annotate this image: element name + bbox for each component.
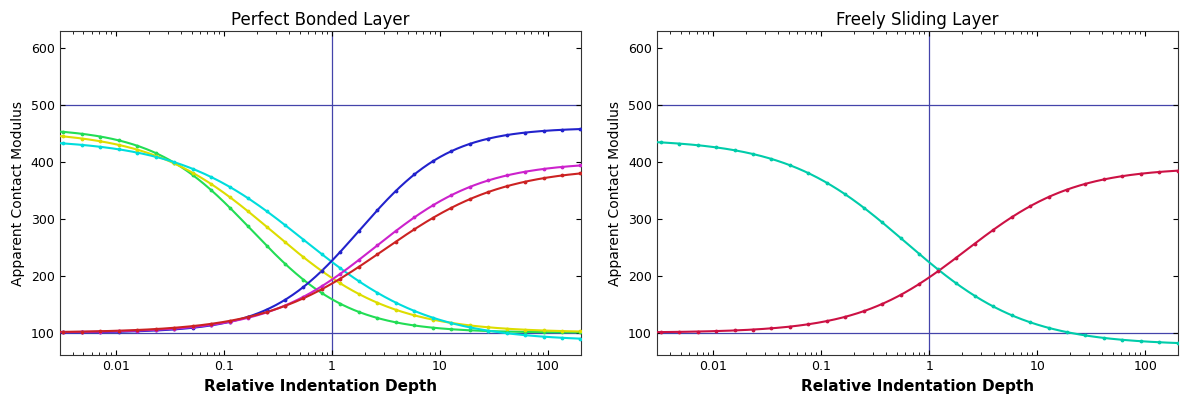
Title: Freely Sliding Layer: Freely Sliding Layer <box>836 11 999 29</box>
X-axis label: Relative Indentation Depth: Relative Indentation Depth <box>800 379 1034 394</box>
Y-axis label: Apparent Contact Modulus: Apparent Contact Modulus <box>11 100 25 286</box>
X-axis label: Relative Indentation Depth: Relative Indentation Depth <box>203 379 436 394</box>
Title: Perfect Bonded Layer: Perfect Bonded Layer <box>231 11 409 29</box>
Y-axis label: Apparent Contact Modulus: Apparent Contact Modulus <box>609 100 622 286</box>
